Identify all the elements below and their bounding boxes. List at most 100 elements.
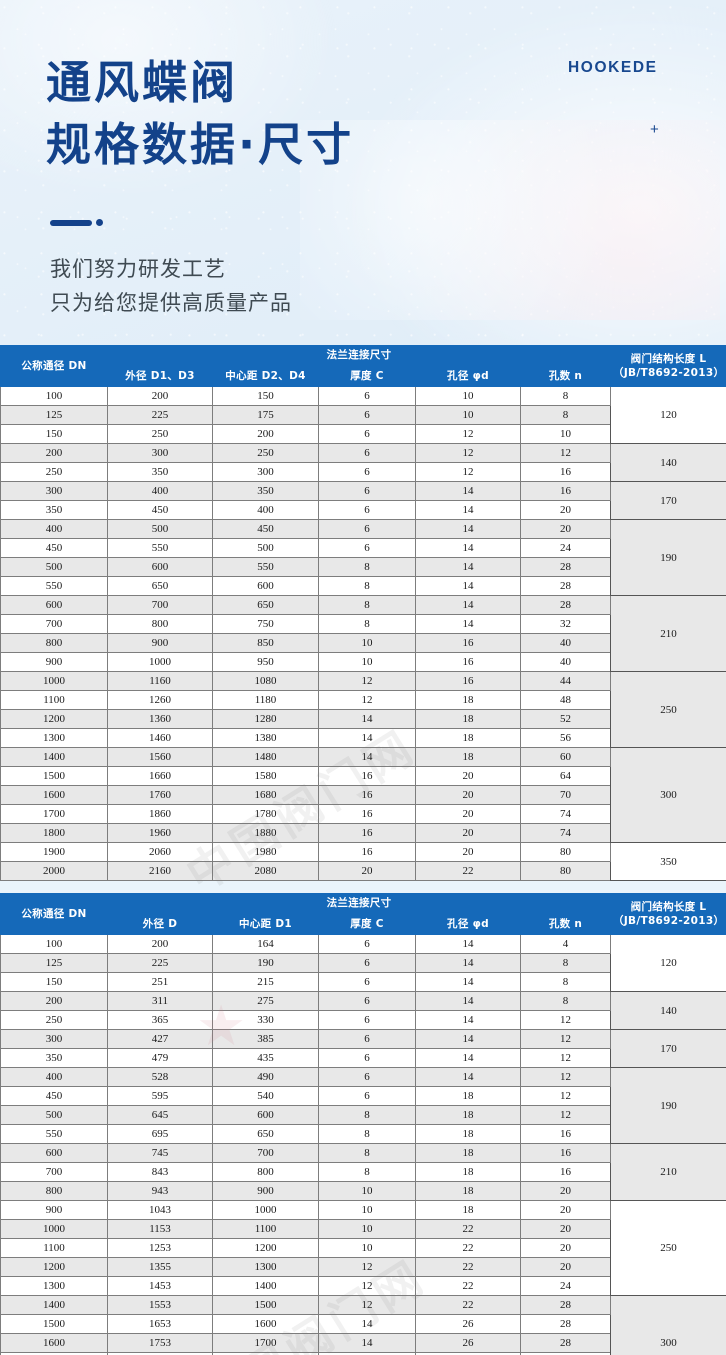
col-header-group-flange: 法兰连接尺寸 (106, 893, 612, 914)
table-header: 公称通径 DN 法兰连接尺寸 阀门结构长度 L （JB/T8692-2013） … (0, 345, 726, 387)
table-row: 450 595 540 6 18 12 (0, 1086, 726, 1106)
cell-center-distance: 1680 (212, 785, 319, 805)
cell-outer-diameter: 1160 (107, 671, 213, 691)
cell-dn: 200 (0, 991, 108, 1011)
table-body: 100 200 150 6 10 8 120 125 225 175 6 10 8 150 250 200 6 1… (0, 386, 726, 881)
cell-thickness: 14 (318, 747, 416, 767)
tagline-line-2: 只为给您提供高质量产品 (50, 291, 292, 315)
cell-hole-count: 28 (519, 595, 612, 615)
cell-center-distance: 1300 (212, 1257, 319, 1277)
hero-banner: HOOKEDE + 通风蝶阀 规格数据·尺寸 我们努力研发工艺 只为给您提供高质… (0, 0, 726, 345)
cell-center-distance: 1180 (212, 690, 319, 710)
cell-hole-diameter: 22 (415, 1295, 521, 1315)
cell-outer-diameter: 251 (107, 972, 213, 992)
cell-dn: 125 (0, 405, 108, 425)
cell-dn: 550 (0, 1124, 108, 1144)
cell-thickness: 6 (318, 443, 416, 463)
cell-hole-count: 20 (519, 1257, 612, 1277)
cell-dn: 1800 (0, 823, 108, 843)
cell-thickness: 6 (318, 1029, 416, 1049)
cell-thickness: 8 (318, 1124, 416, 1144)
cell-hole-diameter: 18 (415, 1143, 521, 1163)
cell-hole-count: 40 (519, 652, 612, 672)
table-row: 1500 1653 1600 14 26 28 (0, 1314, 726, 1334)
cell-outer-diameter: 479 (107, 1048, 213, 1068)
cell-thickness: 10 (318, 652, 416, 672)
cell-center-distance: 350 (212, 481, 319, 501)
table-row: 300 400 350 6 14 16 170 (0, 481, 726, 520)
col-header-length: 阀门结构长度 L （JB/T8692-2013） (610, 345, 726, 387)
cell-hole-count: 80 (519, 842, 612, 862)
cell-hole-diameter: 14 (415, 934, 521, 954)
table-row: 1500 1660 1580 16 20 64 (0, 766, 726, 786)
cell-dn: 500 (0, 1105, 108, 1125)
cell-dn: 1000 (0, 1219, 108, 1239)
cell-dn: 900 (0, 1200, 108, 1220)
cell-hole-diameter: 14 (415, 1067, 521, 1087)
table-row: 180019631910142628 (0, 1352, 726, 1355)
cell-hole-diameter: 20 (415, 766, 521, 786)
cell-hole-diameter: 12 (415, 424, 521, 444)
cell-hole-diameter: 18 (415, 1124, 521, 1144)
cell-outer-diameter: 500 (107, 519, 213, 539)
cell-center-distance: 800 (212, 1162, 319, 1182)
cell-hole-diameter: 18 (415, 1105, 521, 1125)
col-header-length-line1: 阀门结构长度 L (630, 901, 707, 913)
cell-thickness: 6 (318, 405, 416, 425)
table-row: 400 528 490 6 14 12 190 (0, 1067, 726, 1144)
cell-thickness: 16 (318, 785, 416, 805)
table-row: 800 900 850 10 16 40 (0, 633, 726, 653)
cell-thickness: 6 (318, 481, 416, 501)
cell-center-distance: 850 (212, 633, 319, 653)
cell-structure-length: 190 (610, 1067, 726, 1144)
cell-thickness: 8 (318, 557, 416, 577)
cell-center-distance: 1700 (212, 1333, 319, 1353)
plus-icon: + (650, 121, 659, 138)
cell-dn: 600 (0, 1143, 108, 1163)
cell-outer-diameter: 1360 (107, 709, 213, 729)
cell-center-distance: 215 (212, 972, 319, 992)
cell-structure-length: 170 (610, 481, 726, 520)
cell-structure-length: 210 (610, 1143, 726, 1201)
cell-structure-length: 250 (610, 671, 726, 748)
cell-center-distance: 1980 (212, 842, 319, 862)
cell-outer-diameter: 528 (107, 1067, 213, 1087)
cell-outer-diameter: 450 (107, 500, 213, 520)
cell-dn: 1700 (0, 804, 108, 824)
table-row: 1400 1553 1500 12 22 28 300 (0, 1295, 726, 1355)
cell-hole-diameter: 16 (415, 633, 521, 653)
cell-hole-count: 8 (519, 405, 612, 425)
cell-center-distance: 1000 (212, 1200, 319, 1220)
cell-outer-diameter: 200 (107, 386, 213, 406)
cell-center-distance: 540 (212, 1086, 319, 1106)
col-header-hole-diameter: 孔径 φd (415, 913, 521, 935)
table-row: 700 800 750 8 14 32 (0, 614, 726, 634)
cell-dn: 450 (0, 538, 108, 558)
cell-center-distance: 550 (212, 557, 319, 577)
cell-outer-diameter: 1753 (107, 1333, 213, 1353)
cell-structure-length: 120 (610, 934, 726, 992)
cell-dn: 800 (0, 1181, 108, 1201)
spec-tables-section: 中国阀门网 ★ 中国阀门网 ★ 公称通径 DN 法兰连接尺寸 阀门结构长度 L … (0, 345, 726, 1355)
cell-thickness: 12 (318, 1276, 416, 1296)
cell-hole-diameter: 22 (415, 1238, 521, 1258)
cell-hole-diameter: 14 (415, 1010, 521, 1030)
cell-outer-diameter: 1043 (107, 1200, 213, 1220)
cell-structure-length: 170 (610, 1029, 726, 1068)
cell-hole-count: 28 (519, 1314, 612, 1334)
cell-outer-diameter: 1260 (107, 690, 213, 710)
col-header-dn: 公称通径 DN (0, 345, 108, 387)
cell-dn: 1400 (0, 747, 108, 767)
cell-center-distance: 500 (212, 538, 319, 558)
cell-dn: 1100 (0, 690, 108, 710)
cell-dn: 1600 (0, 1333, 108, 1353)
cell-thickness: 6 (318, 991, 416, 1011)
cell-center-distance: 450 (212, 519, 319, 539)
spec-table-flange-double: 公称通径 DN 法兰连接尺寸 阀门结构长度 L （JB/T8692-2013） … (0, 345, 726, 881)
cell-outer-diameter: 600 (107, 557, 213, 577)
cell-hole-diameter: 20 (415, 804, 521, 824)
cell-hole-count: 48 (519, 690, 612, 710)
cell-center-distance: 190 (212, 953, 319, 973)
col-header-length: 阀门结构长度 L （JB/T8692-2013） (610, 893, 726, 935)
table-row: 150 251 215 6 14 8 (0, 972, 726, 992)
